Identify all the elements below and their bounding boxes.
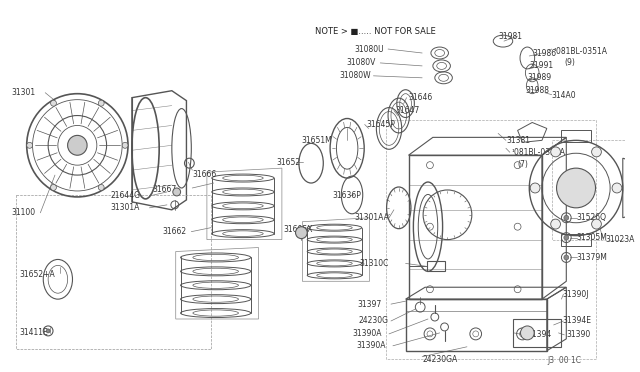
Text: 31023A: 31023A <box>605 235 635 244</box>
Circle shape <box>550 219 561 229</box>
Text: 31666: 31666 <box>192 170 216 179</box>
Circle shape <box>564 215 569 220</box>
Circle shape <box>68 135 87 155</box>
Text: 31645P: 31645P <box>367 120 396 129</box>
Text: (7): (7) <box>518 160 529 169</box>
Text: 31986: 31986 <box>532 48 556 58</box>
Text: 31390: 31390 <box>566 330 591 339</box>
Circle shape <box>557 168 595 208</box>
Text: 31605X: 31605X <box>284 225 314 234</box>
Text: 31390A: 31390A <box>352 329 381 339</box>
Circle shape <box>99 185 104 190</box>
Text: 31989: 31989 <box>527 73 552 82</box>
Text: 31080U: 31080U <box>354 45 383 54</box>
Bar <box>386 121 595 359</box>
Text: 31381: 31381 <box>507 136 531 145</box>
Text: 31662: 31662 <box>162 227 186 236</box>
Circle shape <box>520 326 534 340</box>
Text: ¹081BL-0351A: ¹081BL-0351A <box>554 46 607 55</box>
Text: 24230GA: 24230GA <box>422 355 458 364</box>
Bar <box>552 140 625 240</box>
Text: 31301A: 31301A <box>111 203 140 212</box>
Circle shape <box>531 183 540 193</box>
Circle shape <box>51 100 56 106</box>
Bar <box>561 234 591 246</box>
Circle shape <box>591 219 602 229</box>
Text: 31411E: 31411E <box>19 328 47 337</box>
Text: 24230G: 24230G <box>359 317 389 326</box>
Text: ¹081BL-0351A: ¹081BL-0351A <box>512 148 566 157</box>
Circle shape <box>564 235 569 240</box>
Text: 31667: 31667 <box>152 186 177 195</box>
Circle shape <box>550 147 561 157</box>
Circle shape <box>99 100 104 106</box>
Circle shape <box>46 329 50 333</box>
Text: 31379M: 31379M <box>576 253 607 262</box>
Circle shape <box>51 185 56 190</box>
Circle shape <box>564 255 569 260</box>
Bar <box>406 299 547 351</box>
Text: 31652: 31652 <box>276 158 300 167</box>
Text: 31646: 31646 <box>408 93 433 102</box>
Text: 31397: 31397 <box>358 299 382 309</box>
Text: 31991: 31991 <box>529 61 554 70</box>
Circle shape <box>27 142 33 148</box>
Bar <box>513 319 561 347</box>
Text: NOTE > ■..... NOT FOR SALE: NOTE > ■..... NOT FOR SALE <box>315 27 436 36</box>
Text: 31301AA: 31301AA <box>354 213 389 222</box>
Circle shape <box>591 147 602 157</box>
Text: 31652+A: 31652+A <box>19 270 54 279</box>
Text: 31310C: 31310C <box>360 259 389 268</box>
Text: 31100: 31100 <box>11 208 35 217</box>
Bar <box>408 155 542 299</box>
Text: J3  00 1C: J3 00 1C <box>547 356 581 365</box>
Text: 31988: 31988 <box>525 86 549 95</box>
Text: 314A0: 314A0 <box>552 91 576 100</box>
Text: 31651M: 31651M <box>301 136 332 145</box>
Text: 31305M: 31305M <box>576 233 607 242</box>
Text: 31080W: 31080W <box>339 71 371 80</box>
Circle shape <box>122 142 128 148</box>
Text: 31394E: 31394E <box>563 317 591 326</box>
Circle shape <box>173 188 180 196</box>
Text: 21644G: 21644G <box>111 192 140 201</box>
Text: 31647: 31647 <box>396 106 420 115</box>
Circle shape <box>612 183 622 193</box>
Text: 31981: 31981 <box>498 32 522 41</box>
Circle shape <box>296 227 307 238</box>
Text: 31636P: 31636P <box>333 192 362 201</box>
Text: 31394: 31394 <box>527 330 552 339</box>
Text: 31390J: 31390J <box>563 290 589 299</box>
Bar <box>427 262 445 271</box>
Bar <box>561 131 591 142</box>
Text: 31390A: 31390A <box>356 341 385 350</box>
Bar <box>16 195 211 349</box>
Text: (9): (9) <box>564 58 575 67</box>
Text: 31080V: 31080V <box>346 58 376 67</box>
Text: 31301: 31301 <box>11 88 35 97</box>
Text: 31526Q: 31526Q <box>576 213 606 222</box>
